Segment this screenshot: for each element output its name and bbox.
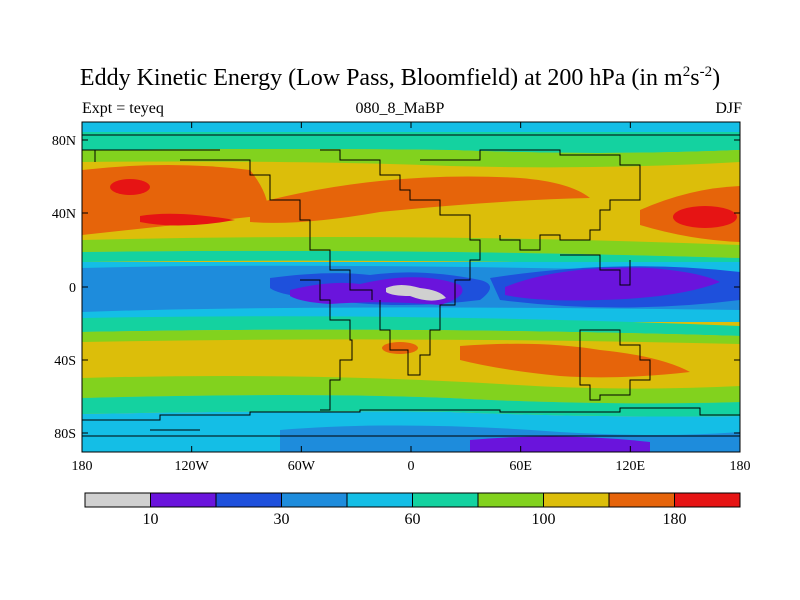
colorbar-swatch <box>608 492 675 508</box>
run-id-label: 080_8_MaBP <box>355 100 445 117</box>
coast-south-america <box>300 279 353 411</box>
experiment-label: Expt = teyeq <box>82 100 164 117</box>
colorbar-swatch <box>84 492 151 508</box>
coast-north-america <box>82 134 740 300</box>
y-tick-label: 0 <box>69 281 76 296</box>
x-tick-label: 0 <box>408 459 415 474</box>
colorbar-swatch <box>150 492 217 508</box>
jet-max-center <box>140 213 235 226</box>
tropics-violet-east <box>505 267 720 301</box>
south-lightgreen-band <box>82 376 740 404</box>
colorbar-swatch <box>412 492 479 508</box>
south-teal-band <box>82 395 740 417</box>
x-tick-label: 60W <box>288 459 316 474</box>
coast-asia <box>420 149 641 251</box>
colorbar-swatch <box>543 492 610 508</box>
y-tick-label: 40S <box>54 354 76 369</box>
colorbar-swatch <box>674 492 741 508</box>
colorbar-swatch <box>346 492 413 508</box>
colorbar-label: 180 <box>663 511 687 528</box>
axis-ticks: 180 120W 60W 0 60E 120E 180 80N 40N 0 40S 80S <box>52 122 751 474</box>
jet-max-west <box>110 179 150 195</box>
x-tick-label: 180 <box>730 459 751 474</box>
coast-se-asia <box>560 254 631 286</box>
coast-australia <box>579 329 651 401</box>
x-tick-label: 60E <box>509 459 532 474</box>
jet-max-east <box>673 206 737 228</box>
chart-title: Eddy Kinetic Energy (Low Pass, Bloomfiel… <box>79 64 721 92</box>
subtrop-green-south <box>82 329 740 344</box>
colorbar-label: 10 <box>143 511 159 528</box>
subtrop-teal-south <box>82 316 740 336</box>
x-tick-label: 120W <box>175 459 210 474</box>
coast-africa-europe <box>320 149 481 376</box>
x-tick-label: 120E <box>616 459 646 474</box>
north-lightgreen-band <box>82 149 740 168</box>
colorbar-label: 100 <box>532 511 556 528</box>
north-green-band <box>82 132 740 153</box>
colorbar-swatch <box>215 492 282 508</box>
tropics-gray-core <box>386 285 446 301</box>
y-tick-label: 80S <box>54 427 76 442</box>
south-jet-orange <box>460 343 690 378</box>
season-label: DJF <box>715 100 742 117</box>
y-tick-label: 80N <box>52 134 76 149</box>
contour-field <box>82 122 740 452</box>
colorbar-label: 60 <box>405 511 421 528</box>
colorbar-swatch <box>281 492 348 508</box>
subtrop-green-north <box>82 236 740 258</box>
south-jet-orange-small <box>382 342 418 354</box>
colorbar-swatch <box>477 492 544 508</box>
coastlines <box>82 134 740 437</box>
antarctic-violet <box>470 436 650 452</box>
colorbar: 10 30 60 100 180 <box>84 492 741 528</box>
y-tick-label: 40N <box>52 207 76 222</box>
coast-antarctica <box>82 407 740 437</box>
x-tick-label: 180 <box>72 459 93 474</box>
colorbar-label: 30 <box>274 511 290 528</box>
